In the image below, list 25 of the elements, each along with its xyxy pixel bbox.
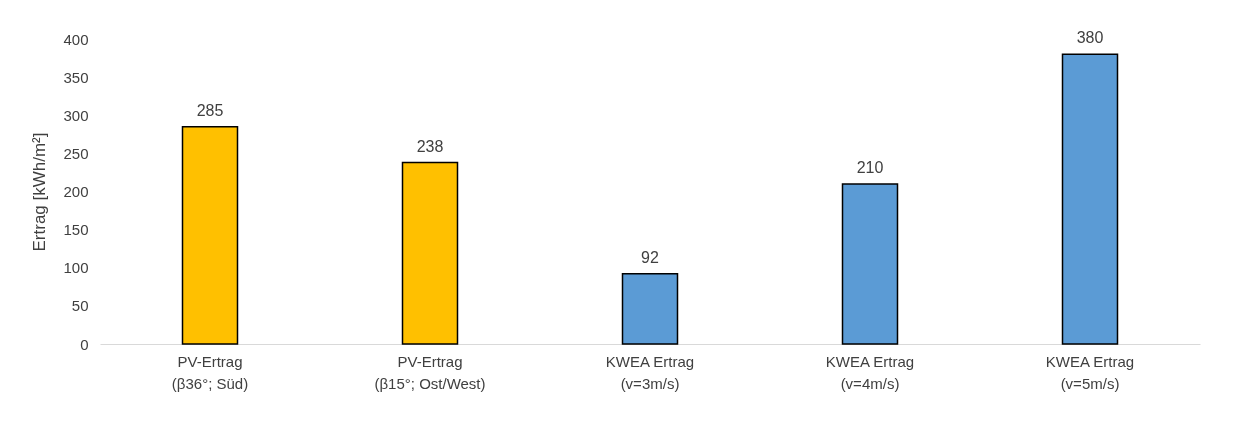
y-tick-label: 50 [71, 297, 89, 315]
y-tick-label: 400 [63, 30, 89, 48]
y-tick-label: 200 [63, 183, 89, 200]
y-tick-label: 350 [63, 68, 89, 86]
bar [841, 183, 899, 345]
y-tick-label: 250 [63, 144, 89, 162]
y-axis-title: Ertrag [kWh/m²] [30, 132, 50, 252]
y-tick-label: 0 [80, 335, 89, 353]
data-label: 285 [196, 101, 224, 119]
x-tick-label: KWEA Ertrag (v=4m/s) [825, 352, 915, 392]
x-tick-label: KWEA Ertrag (v=3m/s) [605, 352, 695, 392]
bar [1061, 53, 1119, 345]
y-tick-label: 150 [63, 221, 89, 239]
bar [621, 273, 679, 345]
data-label: 92 [641, 248, 659, 266]
x-tick-label: PV-Ertrag (β36°; Süd) [171, 352, 249, 392]
data-label: 380 [1076, 29, 1104, 47]
bar [181, 125, 239, 345]
x-tick-label: KWEA Ertrag (v=5m/s) [1045, 352, 1135, 392]
x-tick-label: PV-Ertrag (β15°; Ost/West) [374, 352, 486, 392]
y-tick-label: 100 [63, 259, 89, 277]
y-tick-label: 300 [63, 106, 89, 124]
data-label: 238 [416, 137, 444, 155]
data-label: 210 [856, 158, 884, 176]
bar [401, 161, 459, 345]
